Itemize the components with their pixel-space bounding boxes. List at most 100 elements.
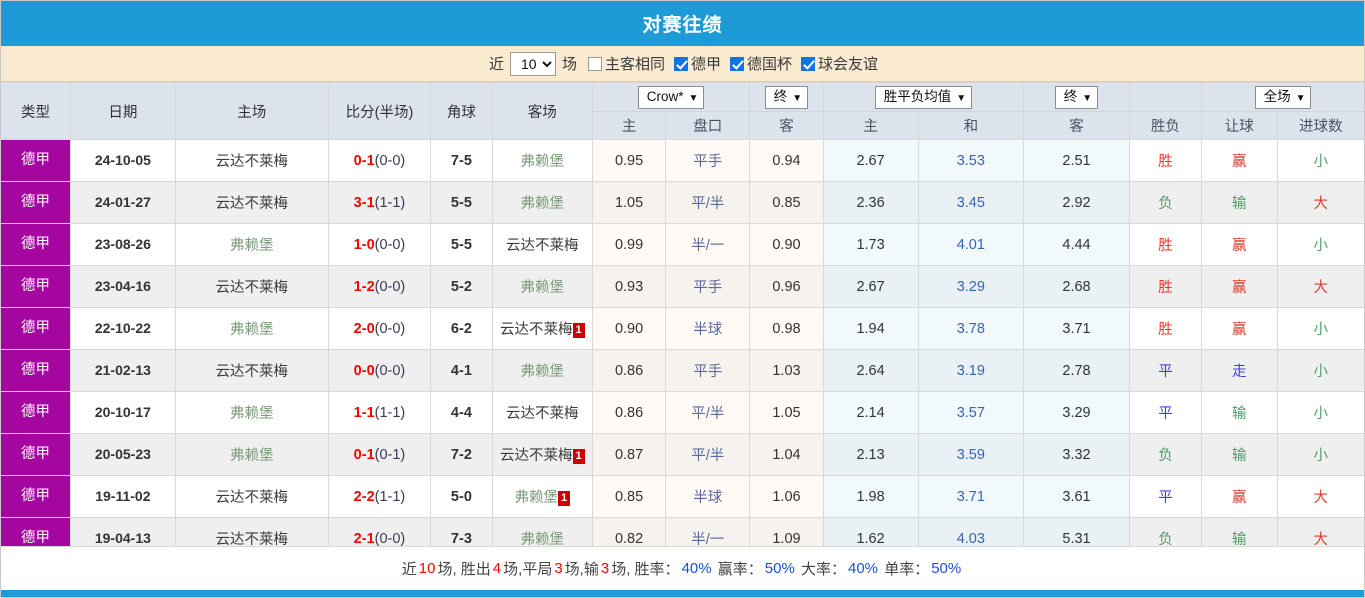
handicap-stage-value: 终 bbox=[773, 88, 788, 104]
europe-odds-select-cell[interactable]: 胜平负均值 ▼ bbox=[822, 82, 1025, 112]
half-time-score: (0-0) bbox=[374, 530, 406, 547]
europe-odds-select[interactable]: 胜平负均值 ▼ bbox=[874, 85, 973, 109]
match-date: 23-04-16 bbox=[94, 278, 151, 294]
match-date: 20-05-23 bbox=[94, 446, 151, 462]
cell-league-type[interactable]: 德甲 bbox=[0, 475, 72, 518]
cell-away-team[interactable]: 云达不莱梅 bbox=[491, 223, 593, 266]
table-row[interactable]: 德甲 24-10-05 云达不莱梅 0-1(0-0) 7-5 弗赖堡 0.95 平手 0.94 2… bbox=[0, 139, 1365, 182]
table-row[interactable]: 德甲 23-04-16 云达不莱梅 1-2(0-0) 5-2 弗赖堡 0.93 平手 0.96 2… bbox=[0, 265, 1365, 308]
cell-league-type[interactable]: 德甲 bbox=[0, 391, 72, 434]
bundesliga-checkbox[interactable] bbox=[674, 56, 688, 71]
europe-stage-select[interactable]: 终 ▼ bbox=[1054, 85, 1099, 109]
cell-away-team[interactable]: 弗赖堡 1 bbox=[491, 475, 593, 518]
cell-away-team[interactable]: 弗赖堡 bbox=[491, 349, 593, 392]
handicap-stage-select-cell[interactable]: 终 ▼ bbox=[749, 82, 824, 112]
cell-home-team[interactable]: 云达不莱梅 bbox=[174, 349, 329, 392]
cell-league-type[interactable]: 德甲 bbox=[0, 181, 72, 224]
dfb-pokal-label: 德国杯 bbox=[747, 56, 793, 73]
cell-result-handicap: 赢 bbox=[1201, 223, 1278, 266]
cell-league-type[interactable]: 德甲 bbox=[0, 307, 72, 350]
league-badge: 德甲 bbox=[1, 392, 71, 433]
cell-home-team[interactable]: 弗赖堡 bbox=[174, 307, 329, 350]
corner-score: 4-1 bbox=[450, 362, 472, 379]
col-header-date: 日期 bbox=[70, 82, 176, 140]
period-select[interactable]: 全场 ▼ bbox=[1254, 85, 1312, 109]
cell-league-type[interactable]: 德甲 bbox=[0, 349, 72, 392]
cell-home-team[interactable]: 云达不莱梅 bbox=[174, 517, 329, 546]
league-filter-bundesliga[interactable]: 德甲 bbox=[669, 53, 721, 74]
cell-league-type[interactable]: 德甲 bbox=[0, 433, 72, 476]
table-row[interactable]: 德甲 19-11-02 云达不莱梅 2-2(1-1) 5-0 弗赖堡 1 0.85 半球 1.06… bbox=[0, 475, 1365, 518]
table-row[interactable]: 德甲 23-08-26 弗赖堡 1-0(0-0) 5-5 云达不莱梅 0.99 半/一 0.90… bbox=[0, 223, 1365, 266]
club-friendly-checkbox[interactable] bbox=[801, 56, 816, 71]
cell-home-team[interactable]: 云达不莱梅 bbox=[174, 265, 329, 308]
summary-win-count: 4 bbox=[492, 560, 502, 577]
home-team-name: 云达不莱梅 bbox=[215, 280, 288, 296]
cell-league-type[interactable]: 德甲 bbox=[0, 517, 72, 546]
cell-score[interactable]: 3-1(1-1) bbox=[327, 181, 432, 224]
full-time-score: 0-1 bbox=[353, 152, 375, 169]
away-team-name: 云达不莱梅 bbox=[506, 238, 579, 254]
cell-score[interactable]: 0-1(0-1) bbox=[327, 433, 432, 476]
cell-home-team[interactable]: 弗赖堡 bbox=[174, 391, 329, 434]
match-count-select[interactable]: 10 bbox=[509, 51, 556, 76]
col-header-home: 主场 bbox=[174, 82, 329, 140]
cell-score[interactable]: 2-2(1-1) bbox=[327, 475, 432, 518]
table-row[interactable]: 德甲 19-04-13 云达不莱梅 2-1(0-0) 7-3 弗赖堡 0.82 半/一 1.09… bbox=[0, 517, 1365, 547]
league-filter-dfb-pokal[interactable]: 德国杯 bbox=[725, 53, 792, 74]
handicap-stage-select[interactable]: 终 ▼ bbox=[764, 85, 809, 109]
league-badge: 德甲 bbox=[1, 182, 71, 223]
home-team-name: 云达不莱梅 bbox=[215, 490, 288, 506]
cell-home-team[interactable]: 云达不莱梅 bbox=[174, 139, 329, 182]
full-time-score: 2-1 bbox=[353, 530, 375, 547]
cell-score[interactable]: 0-0(0-0) bbox=[327, 349, 432, 392]
cell-away-team[interactable]: 弗赖堡 bbox=[491, 181, 593, 224]
cell-score[interactable]: 0-1(0-0) bbox=[327, 139, 432, 182]
cell-away-team[interactable]: 云达不莱梅 bbox=[491, 391, 593, 434]
cell-league-type[interactable]: 德甲 bbox=[0, 265, 72, 308]
table-row[interactable]: 德甲 24-01-27 云达不莱梅 3-1(1-1) 5-5 弗赖堡 1.05 平/半 0.85… bbox=[0, 181, 1365, 224]
bookmaker-select[interactable]: Crow* ▼ bbox=[637, 85, 705, 109]
cell-handicap-home-odds: 0.90 bbox=[591, 307, 667, 350]
dfb-pokal-checkbox[interactable] bbox=[730, 56, 745, 71]
cell-home-team[interactable]: 弗赖堡 bbox=[174, 433, 329, 476]
cell-score[interactable]: 2-0(0-0) bbox=[327, 307, 432, 350]
cell-score[interactable]: 1-1(1-1) bbox=[327, 391, 432, 434]
cell-league-type[interactable]: 德甲 bbox=[0, 223, 72, 266]
cell-away-team[interactable]: 弗赖堡 bbox=[491, 139, 593, 182]
table-row[interactable]: 德甲 20-10-17 弗赖堡 1-1(1-1) 4-4 云达不莱梅 0.86 平/半 1.05… bbox=[0, 391, 1365, 434]
cell-home-team[interactable]: 弗赖堡 bbox=[174, 223, 329, 266]
cell-home-team[interactable]: 云达不莱梅 bbox=[174, 181, 329, 224]
period-select-cell[interactable]: 全场 ▼ bbox=[1201, 82, 1365, 112]
cell-league-type[interactable]: 德甲 bbox=[0, 139, 72, 182]
same-venue-checkbox[interactable] bbox=[587, 56, 602, 71]
panel-title-bar: 对赛往绩 bbox=[0, 0, 1365, 46]
cell-europe-away-odds: 3.32 bbox=[1023, 433, 1130, 476]
cell-away-team[interactable]: 弗赖堡 bbox=[491, 265, 593, 308]
table-row[interactable]: 德甲 21-02-13 云达不莱梅 0-0(0-0) 4-1 弗赖堡 0.86 平手 1.03 2… bbox=[0, 349, 1365, 392]
same-venue-checkbox-wrap[interactable]: 主客相同 bbox=[583, 53, 665, 74]
summary-oddrate-label: 单率： bbox=[884, 561, 930, 578]
bookmaker-select-cell[interactable]: Crow* ▼ bbox=[591, 82, 751, 112]
table-row[interactable]: 德甲 20-05-23 弗赖堡 0-1(0-1) 7-2 云达不莱梅 1 0.87 平/半 1.0… bbox=[0, 433, 1365, 476]
cell-away-team[interactable]: 云达不莱梅 1 bbox=[491, 307, 593, 350]
col-header-eu-away: 客 bbox=[1023, 111, 1130, 140]
cell-score[interactable]: 1-2(0-0) bbox=[327, 265, 432, 308]
cell-away-team[interactable]: 弗赖堡 bbox=[491, 517, 593, 546]
league-badge: 德甲 bbox=[1, 308, 71, 349]
table-row[interactable]: 德甲 22-10-22 弗赖堡 2-0(0-0) 6-2 云达不莱梅 1 0.90 半球 0.98… bbox=[0, 307, 1365, 350]
summary-hcaprate-value: 50% bbox=[764, 560, 795, 577]
cell-europe-home-odds: 2.67 bbox=[822, 139, 919, 182]
cell-away-team[interactable]: 云达不莱梅 1 bbox=[491, 433, 593, 476]
europe-stage-select-cell[interactable]: 终 ▼ bbox=[1023, 82, 1130, 112]
cell-handicap-away-odds: 0.98 bbox=[749, 307, 824, 350]
league-filter-club-friendly[interactable]: 球会友谊 bbox=[796, 53, 878, 74]
cell-score[interactable]: 2-1(0-0) bbox=[327, 517, 432, 547]
cell-handicap-line: 平手 bbox=[665, 349, 751, 392]
cell-result-winloss: 负 bbox=[1128, 517, 1203, 546]
same-venue-label: 主客相同 bbox=[604, 56, 665, 73]
summary-total-label: 近 bbox=[401, 561, 417, 578]
cell-home-team[interactable]: 云达不莱梅 bbox=[174, 475, 329, 518]
matches-unit-label: 场 bbox=[561, 56, 577, 73]
cell-score[interactable]: 1-0(0-0) bbox=[327, 223, 432, 266]
